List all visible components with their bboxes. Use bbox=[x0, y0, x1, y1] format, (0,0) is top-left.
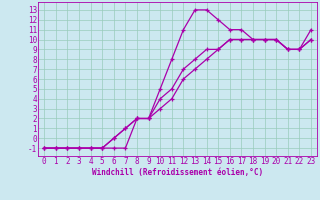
X-axis label: Windchill (Refroidissement éolien,°C): Windchill (Refroidissement éolien,°C) bbox=[92, 168, 263, 177]
